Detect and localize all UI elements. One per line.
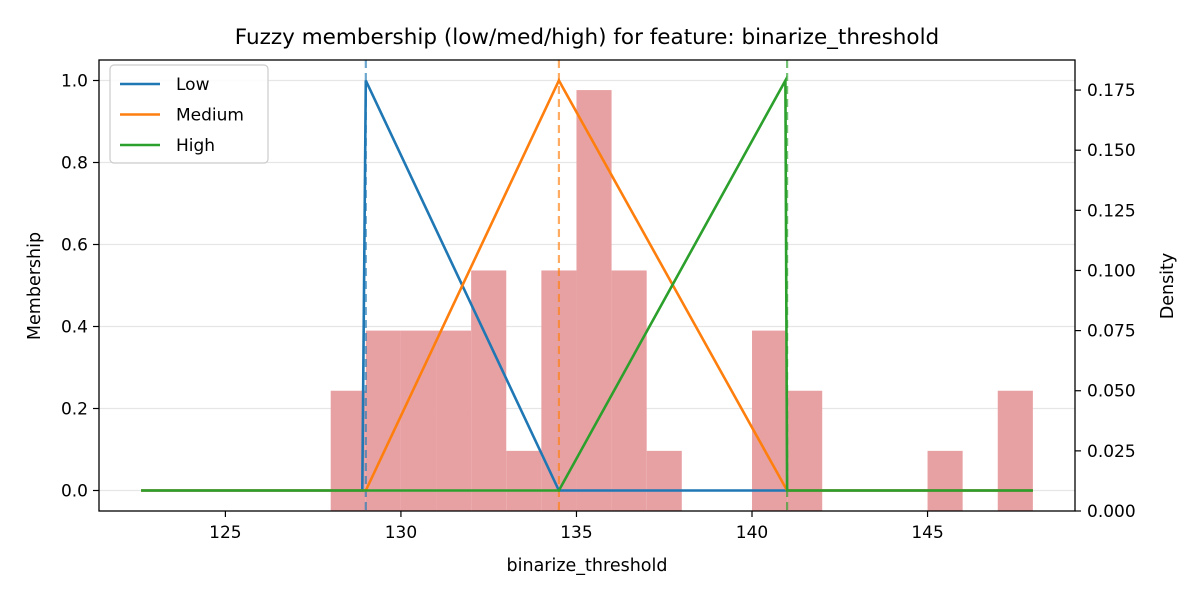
histogram-bar <box>787 390 823 511</box>
y-tick-label: 1.0 <box>61 72 88 92</box>
histogram-bar <box>400 330 437 511</box>
x-tick-label: 135 <box>560 523 592 543</box>
y2-axis-label: Density <box>1158 253 1178 320</box>
histogram-bar <box>997 390 1033 511</box>
y2-tick-label: 0.050 <box>1087 382 1136 402</box>
y2-tick-label: 0.175 <box>1087 81 1136 101</box>
legend-box <box>109 64 269 164</box>
legend-label-medium: Medium <box>176 106 244 126</box>
histogram-bar <box>752 330 788 511</box>
histogram-bar <box>576 90 612 512</box>
y2-tick-label: 0.000 <box>1087 502 1136 522</box>
histogram-bar <box>646 450 682 511</box>
y2-tick-label: 0.125 <box>1087 201 1136 221</box>
x-tick-label: 140 <box>736 523 768 543</box>
y2-tick-label: 0.075 <box>1087 322 1136 342</box>
y2-tick-label: 0.150 <box>1087 141 1136 161</box>
tick-labels: 125 130 135 140 145 0.0 0.2 0.4 0.6 0.8 1.0 0.000 0.… <box>61 72 1136 544</box>
y-tick-label: 0.0 <box>61 482 88 502</box>
x-axis-label: binarize_threshold <box>507 556 668 576</box>
y-axis-label: Membership <box>25 232 45 340</box>
y-tick-label: 0.6 <box>61 236 88 256</box>
histogram-bar <box>611 270 647 511</box>
histogram-bar <box>927 450 963 511</box>
histogram-bar <box>506 450 542 511</box>
x-tick-label: 125 <box>209 523 241 543</box>
legend-label-low: Low <box>176 75 210 95</box>
legend-label-high: High <box>176 136 215 156</box>
membership-lines <box>141 75 1033 492</box>
y2-tick-label: 0.100 <box>1087 261 1136 281</box>
x-tick-label: 130 <box>385 523 417 543</box>
axes <box>93 59 1081 517</box>
y-tick-label: 0.8 <box>61 154 88 174</box>
histogram-bar <box>365 330 401 511</box>
series-line-high <box>141 75 1033 492</box>
y2-tick-label: 0.025 <box>1087 442 1136 462</box>
histogram-bar <box>436 330 472 511</box>
x-tick-label: 145 <box>911 523 943 543</box>
plot-frame <box>98 59 1076 512</box>
y-tick-label: 0.2 <box>61 400 88 420</box>
legend: Low Medium High <box>109 64 269 164</box>
y-tick-label: 0.4 <box>61 318 88 338</box>
chart-title: Fuzzy membership (low/med/high) for feat… <box>235 25 939 50</box>
histogram-bar <box>330 390 366 511</box>
histogram-bar <box>471 270 507 511</box>
